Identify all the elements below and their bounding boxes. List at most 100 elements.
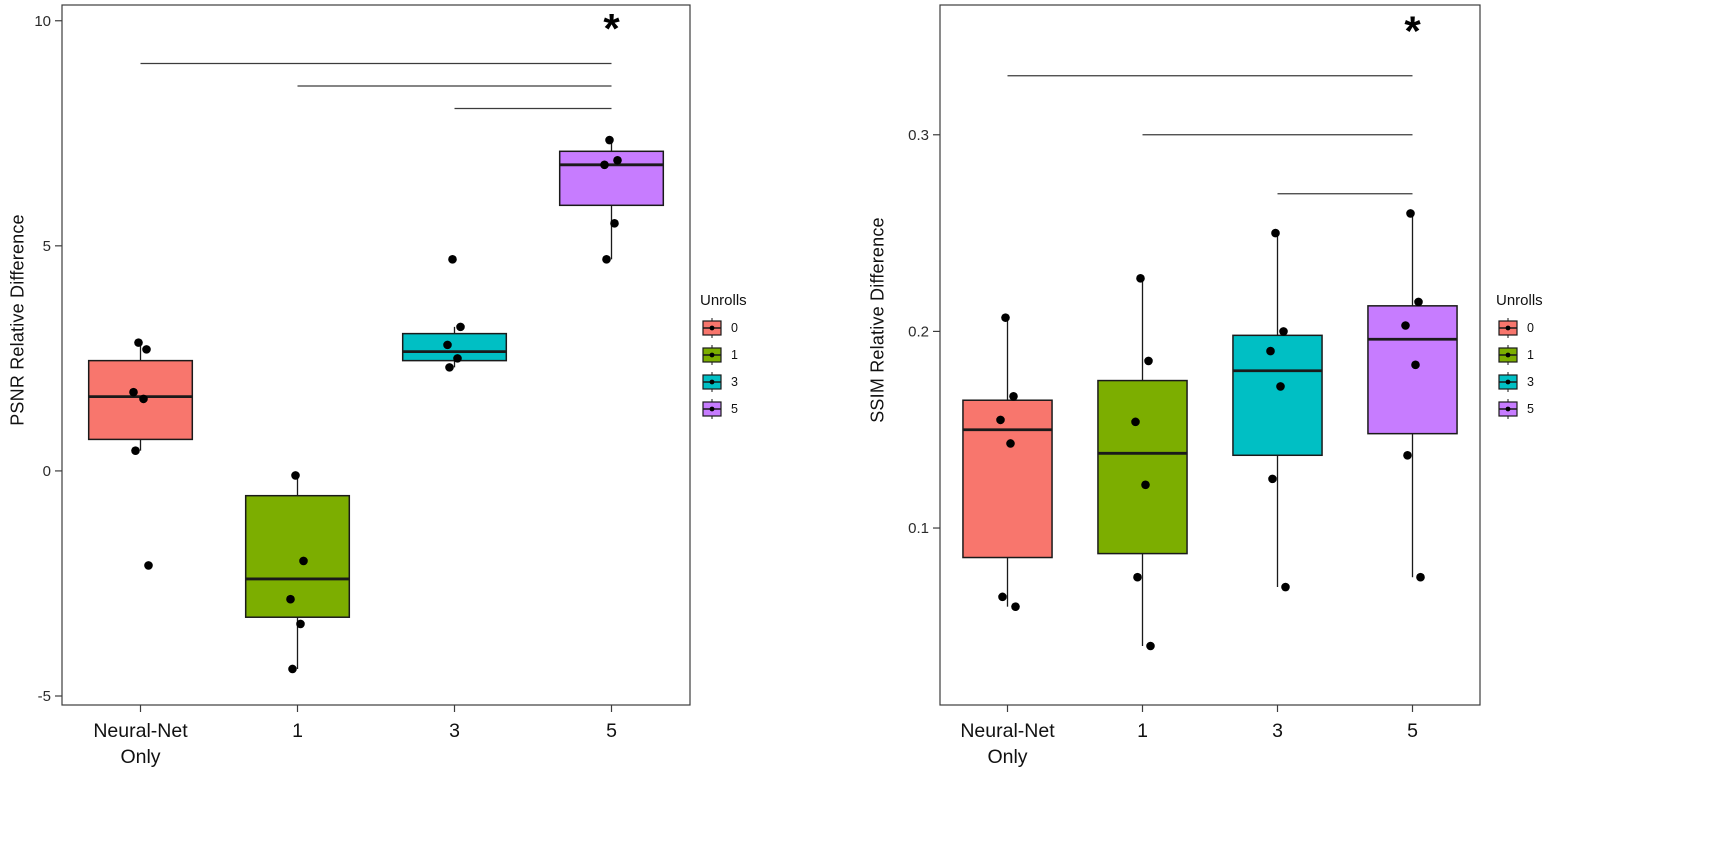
legend-key-boxplot-icon xyxy=(702,372,722,392)
data-point xyxy=(443,340,452,350)
data-point xyxy=(1266,346,1275,356)
legend-entry: 1 xyxy=(700,344,850,366)
y-tick-label: 0 xyxy=(43,463,51,480)
data-point xyxy=(131,446,140,455)
legend-entry: 0 xyxy=(1496,317,1646,339)
y-tick-label: 0.3 xyxy=(908,127,929,144)
data-point xyxy=(602,255,611,264)
x-tick-label: 5 xyxy=(1407,720,1418,742)
data-point xyxy=(142,345,151,354)
data-point xyxy=(1136,274,1145,283)
legend-key-boxplot-icon xyxy=(1498,399,1518,419)
plot-panel xyxy=(61,4,691,706)
data-point xyxy=(1414,297,1423,307)
data-point xyxy=(129,387,138,397)
legend-key-boxplot-icon xyxy=(702,345,722,365)
data-point xyxy=(1411,360,1420,370)
data-point xyxy=(1406,209,1415,218)
data-point xyxy=(134,338,143,347)
data-point xyxy=(1011,602,1020,611)
legend-key-boxplot-icon xyxy=(702,399,722,419)
data-point xyxy=(448,255,457,264)
legend-entry: 3 xyxy=(1496,371,1646,393)
legend-key-boxplot-icon xyxy=(702,318,722,338)
psnr-plot-svg: -5 0 5 10 Neural-Net Only 1 3 5 * xyxy=(34,4,691,768)
box-1 xyxy=(244,494,351,618)
legend-entry: 0 xyxy=(700,317,850,339)
legend-entry-label: 5 xyxy=(731,402,738,416)
data-point xyxy=(445,363,454,372)
data-point xyxy=(1279,327,1288,336)
data-point xyxy=(139,394,148,404)
data-point xyxy=(1403,450,1412,460)
legend-entry-label: 5 xyxy=(1527,402,1534,416)
data-point xyxy=(144,561,153,570)
y-tick-label: 10 xyxy=(34,13,51,30)
x-tick-label: 1 xyxy=(1137,720,1148,742)
data-point xyxy=(1144,356,1153,366)
data-point xyxy=(1131,417,1140,427)
significance-asterisk: * xyxy=(1404,8,1421,55)
data-point xyxy=(286,594,295,604)
psnr-legend: Unrolls 0 1 3 5 xyxy=(700,292,850,425)
y-tick-label: 0.1 xyxy=(908,520,929,537)
data-point xyxy=(610,219,619,228)
data-point xyxy=(1133,572,1142,582)
data-point xyxy=(453,354,462,363)
legend-entry-label: 0 xyxy=(1527,321,1534,335)
data-point xyxy=(1281,582,1290,592)
box-1 xyxy=(1097,379,1188,555)
box-2 xyxy=(1232,334,1323,457)
legend-key-boxplot-icon xyxy=(1498,345,1518,365)
x-tick-label: 1 xyxy=(292,720,303,742)
data-point xyxy=(996,415,1005,425)
data-point xyxy=(1401,321,1410,330)
x-tick-label: 3 xyxy=(1272,720,1283,742)
data-point xyxy=(1001,313,1010,322)
significance-asterisk: * xyxy=(603,5,620,52)
data-point xyxy=(456,322,465,332)
data-point xyxy=(1006,439,1015,448)
ssim-plot-svg: 0.1 0.2 0.3 Neural-Net Only 1 3 5 * xyxy=(908,4,1481,768)
legend-title: Unrolls xyxy=(1496,292,1543,309)
box-3 xyxy=(558,150,665,207)
legend-entry: 5 xyxy=(700,398,850,420)
ssim-legend: Unrolls 0 1 3 5 xyxy=(1496,292,1646,425)
legend-items: 0 1 3 5 xyxy=(700,317,850,420)
legend-entry: 3 xyxy=(700,371,850,393)
data-point xyxy=(1268,474,1277,484)
y-tick-label: -5 xyxy=(38,688,51,705)
legend-key-boxplot-icon xyxy=(1498,372,1518,392)
legend-title: Unrolls xyxy=(700,292,747,309)
x-tick-label: Neural-Net Only xyxy=(960,720,1055,768)
data-point xyxy=(299,556,308,566)
legend-items: 0 1 3 5 xyxy=(1496,317,1646,420)
data-point xyxy=(600,160,609,170)
legend-entry-label: 3 xyxy=(1527,375,1534,389)
psnr-chart-block: PSNR Relative Difference -5 0 5 10 Neural-Ne… xyxy=(8,4,850,768)
data-point xyxy=(291,471,300,480)
legend-entry-label: 3 xyxy=(731,375,738,389)
data-point xyxy=(1271,228,1280,238)
ssim-chart-block: SSIM Relative Difference 0.1 0.2 0.3 Neural… xyxy=(860,0,1720,854)
data-point xyxy=(998,592,1007,602)
data-point xyxy=(1416,572,1425,582)
data-point xyxy=(1276,382,1285,391)
legend-entry: 1 xyxy=(1496,344,1646,366)
y-tick-label: 0.2 xyxy=(908,323,929,340)
legend-entry-label: 0 xyxy=(731,321,738,335)
data-point xyxy=(296,619,305,629)
x-tick-label: 3 xyxy=(449,720,460,742)
data-point xyxy=(1141,480,1150,490)
y-tick-label: 5 xyxy=(43,238,51,255)
data-point xyxy=(288,664,297,674)
legend-entry-label: 1 xyxy=(1527,348,1534,362)
box-0 xyxy=(87,359,194,441)
box-0 xyxy=(962,399,1053,559)
x-tick-label: Neural-Net Only xyxy=(93,720,188,768)
data-point xyxy=(605,135,614,145)
data-point xyxy=(613,156,622,165)
legend-key-boxplot-icon xyxy=(1498,318,1518,338)
legend-entry: 5 xyxy=(1496,398,1646,420)
